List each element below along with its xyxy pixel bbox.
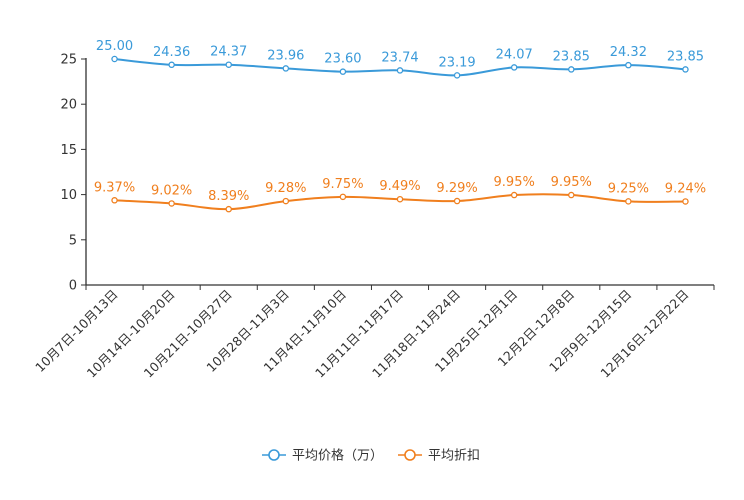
data-point[interactable] <box>225 205 232 213</box>
data-point[interactable] <box>339 68 347 75</box>
legend[interactable]: 平均价格（万） 平均折扣 <box>262 448 480 464</box>
data-point[interactable] <box>568 191 575 199</box>
data-label: 24.36 <box>153 45 190 60</box>
data-point[interactable] <box>168 61 175 69</box>
data-point[interactable] <box>510 64 518 71</box>
legend-item-avg-price[interactable]: 平均价格（万） <box>262 448 383 464</box>
y-tick-label: 5 <box>69 233 77 248</box>
series-avg-discount: 9.37% 9.02% 8.39% 9.28% 9.75% 9.49% 9.29% 9.95%… <box>94 175 706 213</box>
data-label: 23.74 <box>381 50 418 65</box>
data-point[interactable] <box>625 198 632 205</box>
data-label: 23.19 <box>438 55 475 70</box>
data-point[interactable] <box>339 193 347 201</box>
data-label: 24.37 <box>210 45 247 60</box>
data-label: 9.24% <box>665 181 706 196</box>
data-point[interactable] <box>625 61 632 69</box>
y-tick-label: 20 <box>60 98 77 113</box>
data-point[interactable] <box>682 198 689 205</box>
data-label: 24.07 <box>496 47 533 62</box>
data-point[interactable] <box>396 67 404 74</box>
data-label: 9.75% <box>322 177 363 192</box>
y-tick-label: 15 <box>60 143 77 158</box>
data-label: 23.96 <box>267 48 304 63</box>
data-point[interactable] <box>225 61 232 68</box>
y-tick-label: 0 <box>69 279 77 294</box>
data-point[interactable] <box>396 195 404 203</box>
legend-marker-icon <box>404 449 416 461</box>
y-tick-label: 25 <box>60 53 77 68</box>
data-point[interactable] <box>111 55 118 63</box>
legend-label: 平均价格（万） <box>292 448 383 464</box>
data-point[interactable] <box>682 66 689 73</box>
data-point[interactable] <box>168 200 175 207</box>
legend-label: 平均折扣 <box>428 449 480 464</box>
legend-item-avg-discount[interactable]: 平均折扣 <box>398 449 480 464</box>
data-label: 24.32 <box>610 45 647 60</box>
data-point[interactable] <box>282 65 290 72</box>
data-point[interactable] <box>453 72 461 79</box>
data-label: 8.39% <box>208 189 249 204</box>
data-label: 9.25% <box>608 181 649 196</box>
series-group: 25.00 24.36 24.37 23.96 23.60 23.74 23.19 24.07… <box>94 39 706 213</box>
data-label: 9.95% <box>551 175 592 190</box>
data-label: 9.37% <box>94 180 135 195</box>
data-point[interactable] <box>111 197 118 204</box>
data-label: 9.02% <box>151 183 192 198</box>
series-avg-price: 25.00 24.36 24.37 23.96 23.60 23.74 23.19 24.07… <box>96 39 704 79</box>
data-label: 23.60 <box>324 52 361 67</box>
data-label: 9.29% <box>436 181 477 196</box>
data-point[interactable] <box>568 66 575 73</box>
y-tick-label: 10 <box>60 188 77 203</box>
data-label: 9.95% <box>494 175 535 190</box>
axes-group: 051015202510月7日-10月13日10月14日-10月20日10月21… <box>32 53 715 381</box>
legend-marker-icon <box>268 449 280 461</box>
data-point[interactable] <box>510 191 518 199</box>
data-label: 23.85 <box>667 49 704 64</box>
data-label: 25.00 <box>96 39 133 54</box>
data-label: 9.49% <box>379 179 420 194</box>
data-label: 23.85 <box>553 49 590 64</box>
data-point[interactable] <box>282 197 290 205</box>
data-label: 9.28% <box>265 181 306 196</box>
data-point[interactable] <box>453 197 461 205</box>
